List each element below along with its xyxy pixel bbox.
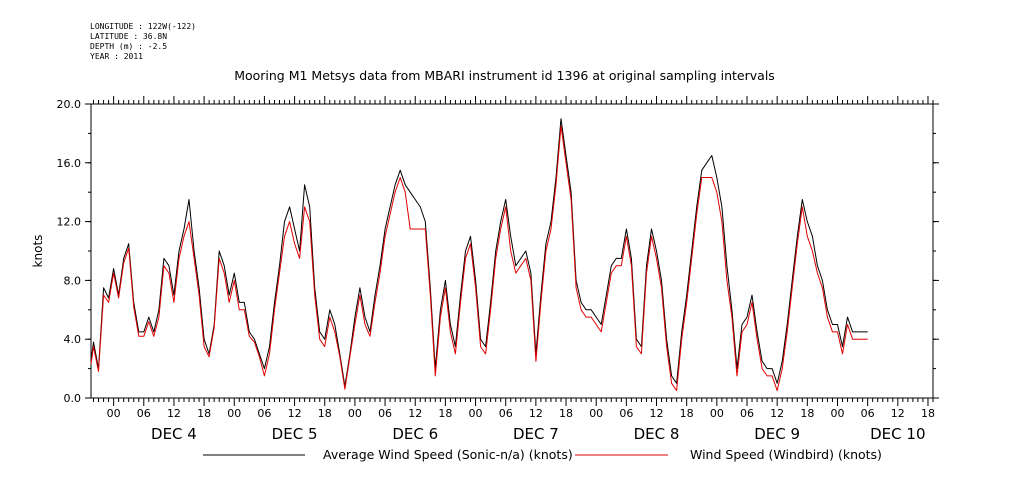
legend-label: Wind Speed (Windbird) (knots) [690,447,882,462]
x-hour-label: 18 [438,407,452,420]
x-hour-label: 12 [288,407,302,420]
x-hour-label: 18 [197,407,211,420]
x-day-label: DEC 8 [634,425,680,443]
x-hour-label: 00 [830,407,844,420]
longitude-label: LONGITUDE : 122W(-122) [90,22,196,31]
x-hour-label: 06 [861,407,875,420]
x-hour-label: 12 [167,407,181,420]
y-axis-label: knots [31,235,45,268]
y-tick-label: 8.0 [64,274,82,287]
x-hour-label: 00 [107,407,121,420]
series-line-average-sonic [90,118,868,387]
depth-label: DEPTH (m) : -2.5 [90,42,168,51]
x-day-label: DEC 7 [513,425,559,443]
x-hour-label: 00 [710,407,724,420]
y-tick-label: 0.0 [64,392,82,405]
x-hour-label: 06 [137,407,151,420]
x-hour-label: 12 [529,407,543,420]
x-day-label: DEC 4 [151,425,197,443]
year-label: YEAR : 2011 [90,52,143,61]
chart-title: Mooring M1 Metsys data from MBARI instru… [234,68,775,83]
x-hour-label: 00 [469,407,483,420]
x-hour-label: 06 [499,407,513,420]
x-hour-label: 06 [378,407,392,420]
plot-frame [90,103,934,399]
x-hour-label: 06 [257,407,271,420]
x-day-label: DEC 9 [754,425,800,443]
x-hour-label: 18 [680,407,694,420]
x-hour-label: 18 [559,407,573,420]
metadata-block: LONGITUDE : 122W(-122) LATITUDE : 36.8N … [90,22,196,62]
x-hour-label: 00 [227,407,241,420]
x-hour-label: 18 [921,407,935,420]
x-hour-label: 00 [348,407,362,420]
y-tick-label: 4.0 [64,333,82,346]
latitude-label: LATITUDE : 36.8N [90,32,168,41]
x-day-label: DEC 5 [272,425,318,443]
x-hour-label: 18 [318,407,332,420]
x-hour-label: 12 [891,407,905,420]
legend-label: Average Wind Speed (Sonic-n/a) (knots) [323,447,573,462]
series-line-windbird [90,125,868,392]
x-hour-label: 06 [740,407,754,420]
x-day-label: DEC 6 [392,425,438,443]
x-hour-label: 06 [619,407,633,420]
y-tick-label: 20.0 [57,98,82,111]
x-hour-label: 12 [408,407,422,420]
x-hour-label: 00 [589,407,603,420]
x-hour-label: 12 [650,407,664,420]
x-hour-label: 12 [770,407,784,420]
y-tick-label: 16.0 [57,157,82,170]
x-hour-label: 18 [800,407,814,420]
x-day-label: DEC 10 [870,425,925,443]
y-tick-label: 12.0 [57,216,82,229]
